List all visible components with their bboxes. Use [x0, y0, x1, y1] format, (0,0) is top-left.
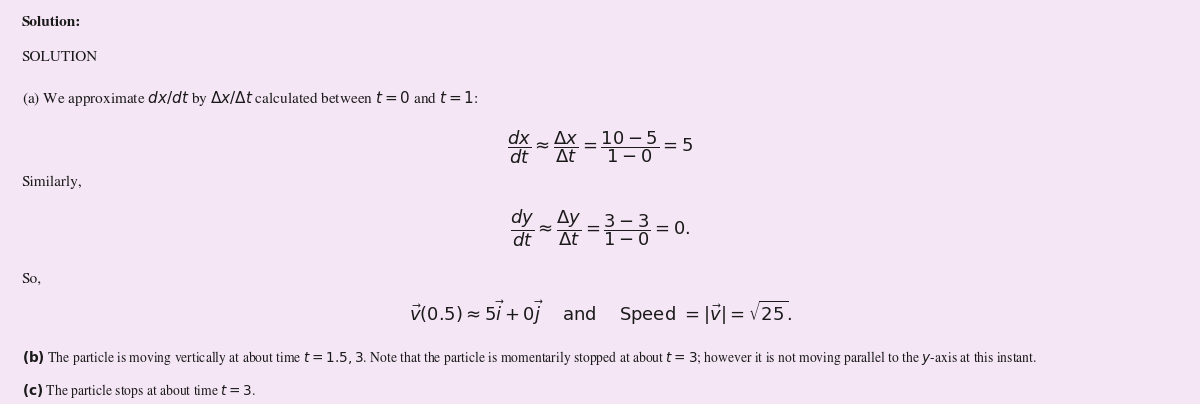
- Text: $\mathbf{(b)}$ The particle is moving vertically at about time $t = 1.5, 3$. Not: $\mathbf{(b)}$ The particle is moving ve…: [22, 349, 1037, 368]
- Text: $\vec{v}(0.5) \approx 5\vec{i} + 0\vec{j}$    and    Speed $= |\vec{v}| = \sqrt{: $\vec{v}(0.5) \approx 5\vec{i} + 0\vec{j…: [409, 299, 791, 327]
- Text: $\mathbf{(c)}$ The particle stops at about time $t = 3$.: $\mathbf{(c)}$ The particle stops at abo…: [22, 382, 256, 400]
- Text: Similarly,: Similarly,: [22, 176, 83, 189]
- Text: $\dfrac{dx}{dt} \approx \dfrac{\Delta x}{\Delta t} = \dfrac{10 - 5}{1 - 0} = 5$: $\dfrac{dx}{dt} \approx \dfrac{\Delta x}…: [506, 128, 694, 166]
- Text: So,: So,: [22, 273, 42, 286]
- Text: Solution:: Solution:: [22, 16, 80, 29]
- Text: $\dfrac{dy}{dt} \approx \dfrac{\Delta y}{\Delta t} = \dfrac{3 - 3}{1 - 0} = 0.$: $\dfrac{dy}{dt} \approx \dfrac{\Delta y}…: [510, 207, 690, 249]
- Text: SOLUTION: SOLUTION: [22, 50, 97, 64]
- Text: (a) We approximate $dx/dt$ by $\Delta x/\Delta t$ calculated between $t = 0$ and: (a) We approximate $dx/dt$ by $\Delta x/…: [22, 89, 479, 108]
